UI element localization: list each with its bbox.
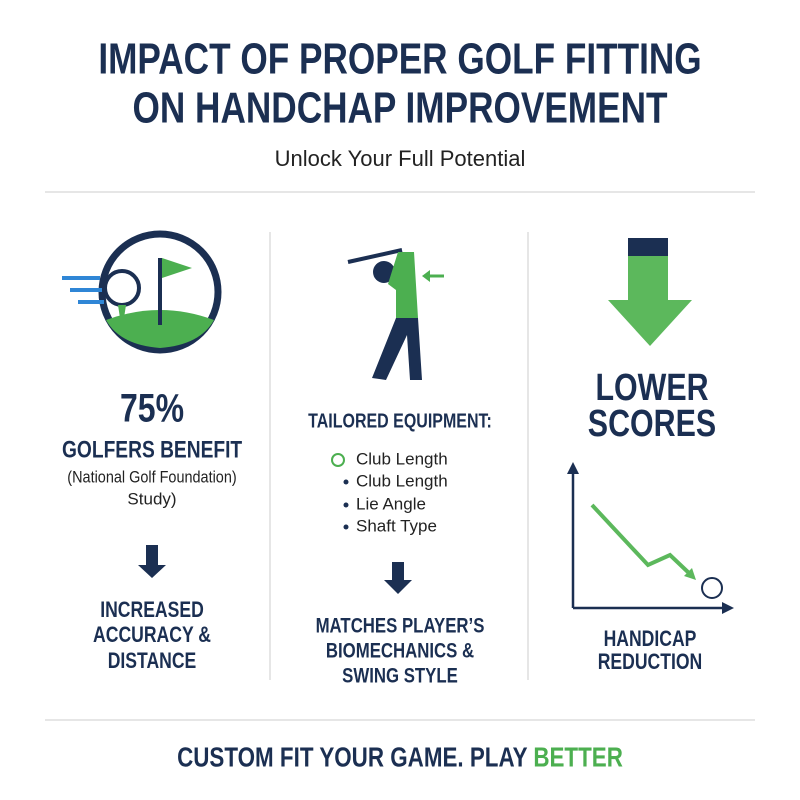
result: REDUCTION — [598, 650, 703, 674]
down-arrow — [384, 562, 412, 594]
result: SWING STYLE — [342, 665, 458, 688]
bullet — [343, 524, 349, 530]
big-arrow — [608, 238, 692, 346]
golf-icon — [62, 230, 222, 354]
result: INCREASED — [100, 598, 204, 622]
stat: 75% — [120, 385, 184, 430]
title-line: IMPACT OF PROPER GOLF FITTING — [98, 35, 701, 84]
result: HANDICAP — [604, 627, 697, 651]
result: MATCHES PLAYER’S — [316, 615, 485, 638]
footer: CUSTOM FIT YOUR GAME. PLAY BETTER — [177, 742, 623, 773]
source: Study) — [127, 489, 176, 508]
list-item: Club Length — [356, 471, 448, 490]
bullet — [343, 479, 349, 485]
result: DISTANCE — [108, 649, 197, 673]
result: BIOMECHANICS & — [326, 640, 475, 663]
title-line: ON HANDCHAP IMPROVEMENT — [133, 84, 668, 133]
list-item: Lie Angle — [356, 494, 426, 513]
list-item: Club Length — [356, 449, 448, 468]
heading: SCORES — [588, 403, 716, 445]
golfer-icon — [347, 248, 444, 380]
down-arrow — [138, 545, 166, 578]
footer-highlight: BETTER — [533, 742, 623, 773]
footer-text: CUSTOM FIT YOUR GAME. PLAY — [177, 742, 533, 773]
trend-graph — [567, 462, 734, 614]
result: ACCURACY & — [93, 623, 211, 647]
item-icon — [331, 453, 345, 467]
source: (National Golf Foundation) — [67, 468, 236, 486]
heading: TAILORED EQUIPMENT: — [308, 410, 492, 432]
bullet — [343, 502, 349, 508]
list-item: Shaft Type — [356, 516, 437, 535]
heading: GOLFERS BENEFIT — [62, 435, 243, 463]
subtitle: Unlock Your Full Potential — [275, 146, 526, 171]
heading: LOWER — [595, 367, 708, 409]
